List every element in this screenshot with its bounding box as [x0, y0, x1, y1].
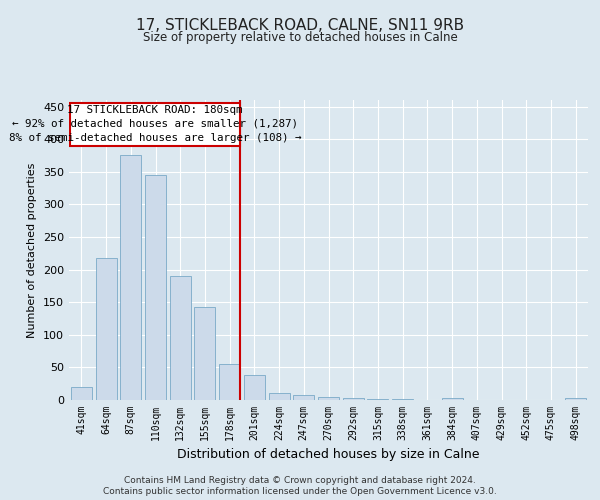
Y-axis label: Number of detached properties: Number of detached properties [28, 162, 37, 338]
Bar [71, 387, 92, 400]
Bar [343, 398, 364, 400]
Text: 17 STICKLEBACK ROAD: 180sqm
← 92% of detached houses are smaller (1,287)
8% of s: 17 STICKLEBACK ROAD: 180sqm ← 92% of det… [8, 104, 301, 142]
X-axis label: Distribution of detached houses by size in Calne: Distribution of detached houses by size … [177, 448, 480, 462]
Bar [293, 395, 314, 400]
Bar [219, 364, 240, 400]
Text: 17, STICKLEBACK ROAD, CALNE, SN11 9RB: 17, STICKLEBACK ROAD, CALNE, SN11 9RB [136, 18, 464, 32]
Bar [70, 104, 239, 146]
Text: Contains public sector information licensed under the Open Government Licence v3: Contains public sector information licen… [103, 487, 497, 496]
Bar [194, 308, 215, 400]
Bar [367, 398, 388, 400]
Text: Size of property relative to detached houses in Calne: Size of property relative to detached ho… [143, 31, 457, 44]
Bar [565, 398, 586, 400]
Bar [269, 393, 290, 400]
Text: Contains HM Land Registry data © Crown copyright and database right 2024.: Contains HM Land Registry data © Crown c… [124, 476, 476, 485]
Bar [442, 398, 463, 400]
Bar [120, 156, 141, 400]
Bar [318, 396, 339, 400]
Bar [170, 276, 191, 400]
Bar [145, 175, 166, 400]
Bar [95, 258, 116, 400]
Bar [244, 375, 265, 400]
